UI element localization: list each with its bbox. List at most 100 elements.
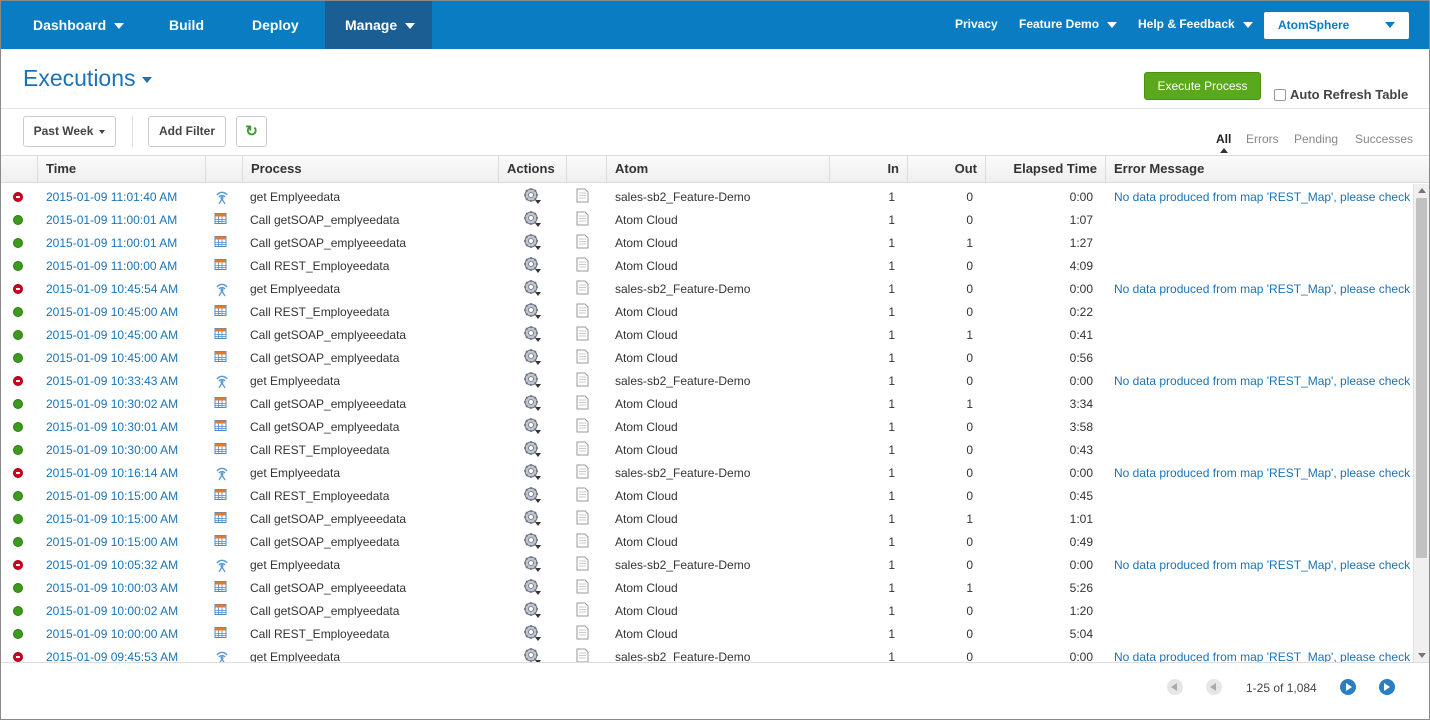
table-row[interactable]: 2015-01-09 10:00:03 AM Call getSOAP_emply… — [1, 576, 1413, 599]
error-message-link[interactable]: No data produced from map 'REST_Map', pl… — [1114, 374, 1411, 388]
execution-time-link[interactable]: 2015-01-09 10:33:43 AM — [46, 374, 179, 388]
tab-successes[interactable]: Successes — [1355, 132, 1413, 146]
gear-icon[interactable] — [522, 187, 542, 205]
document-icon[interactable] — [576, 441, 589, 456]
document-icon[interactable] — [576, 602, 589, 617]
scroll-up-icon[interactable] — [1418, 188, 1426, 193]
table-row[interactable]: 2015-01-09 10:45:00 AM Call REST_Employee… — [1, 300, 1413, 323]
first-page-button[interactable] — [1167, 679, 1183, 695]
gear-icon[interactable] — [522, 440, 542, 458]
document-icon[interactable] — [576, 510, 589, 525]
execution-time-link[interactable]: 2015-01-09 09:45:53 AM — [46, 650, 179, 662]
tab-errors[interactable]: Errors — [1246, 132, 1279, 146]
error-message-link[interactable]: No data produced from map 'REST_Map', pl… — [1114, 558, 1411, 572]
error-message-link[interactable] — [1114, 507, 1413, 530]
document-icon[interactable] — [576, 648, 589, 662]
document-icon[interactable] — [576, 326, 589, 341]
table-row[interactable]: 2015-01-09 10:45:54 AM get Emplyeedata sal… — [1, 277, 1413, 300]
column-log[interactable] — [566, 156, 606, 182]
column-actions[interactable]: Actions — [498, 156, 566, 182]
account-select[interactable]: AtomSphere — [1264, 12, 1409, 39]
column-status[interactable] — [1, 156, 37, 182]
gear-icon[interactable] — [522, 624, 542, 642]
execution-time-link[interactable]: 2015-01-09 10:15:00 AM — [46, 512, 179, 526]
gear-icon[interactable] — [522, 348, 542, 366]
gear-icon[interactable] — [522, 325, 542, 343]
nav-build[interactable]: Build — [155, 1, 218, 49]
execution-time-link[interactable]: 2015-01-09 10:16:14 AM — [46, 466, 179, 480]
column-out[interactable]: Out — [907, 156, 985, 182]
document-icon[interactable] — [576, 625, 589, 640]
document-icon[interactable] — [576, 372, 589, 387]
gear-icon[interactable] — [522, 509, 542, 527]
document-icon[interactable] — [576, 280, 589, 295]
execution-time-link[interactable]: 2015-01-09 10:45:54 AM — [46, 282, 179, 296]
column-time[interactable]: Time — [37, 156, 205, 182]
document-icon[interactable] — [576, 464, 589, 479]
error-message-link[interactable] — [1114, 415, 1413, 438]
scroll-down-icon[interactable] — [1418, 653, 1426, 658]
gear-icon[interactable] — [522, 394, 542, 412]
gear-icon[interactable] — [522, 555, 542, 573]
execution-time-link[interactable]: 2015-01-09 10:30:00 AM — [46, 443, 179, 457]
nav-manage[interactable]: Manage — [325, 1, 432, 49]
document-icon[interactable] — [576, 579, 589, 594]
execution-time-link[interactable]: 2015-01-09 11:01:40 AM — [46, 190, 178, 204]
column-error-message[interactable]: Error Message — [1105, 156, 1417, 182]
document-icon[interactable] — [576, 395, 589, 410]
table-row[interactable]: 2015-01-09 10:33:43 AM get Emplyeedata sal… — [1, 369, 1413, 392]
tab-all[interactable]: All — [1216, 132, 1231, 153]
page-title[interactable]: Executions — [23, 65, 152, 92]
document-icon[interactable] — [576, 418, 589, 433]
document-icon[interactable] — [576, 303, 589, 318]
document-icon[interactable] — [576, 234, 589, 249]
table-row[interactable]: 2015-01-09 11:00:01 AM Call getSOAP_emply… — [1, 231, 1413, 254]
table-row[interactable]: 2015-01-09 10:16:14 AM get Emplyeedata sal… — [1, 461, 1413, 484]
table-row[interactable]: 2015-01-09 11:00:00 AM Call REST_Employee… — [1, 254, 1413, 277]
gear-icon[interactable] — [522, 417, 542, 435]
execution-time-link[interactable]: 2015-01-09 10:45:00 AM — [46, 305, 179, 319]
document-icon[interactable] — [576, 188, 589, 203]
nav-help-feedback[interactable]: Help & Feedback — [1138, 1, 1253, 49]
table-scrollbar[interactable] — [1413, 184, 1429, 662]
document-icon[interactable] — [576, 487, 589, 502]
gear-icon[interactable] — [522, 233, 542, 251]
nav-privacy[interactable]: Privacy — [955, 1, 998, 49]
date-range-select[interactable]: Past Week — [23, 116, 116, 147]
document-icon[interactable] — [576, 533, 589, 548]
document-icon[interactable] — [576, 349, 589, 364]
column-atom[interactable]: Atom — [606, 156, 829, 182]
execution-time-link[interactable]: 2015-01-09 10:45:00 AM — [46, 328, 179, 342]
table-row[interactable]: 2015-01-09 09:45:53 AM get Emplyeedata sal… — [1, 645, 1413, 662]
execution-time-link[interactable]: 2015-01-09 10:30:02 AM — [46, 397, 179, 411]
column-process-type[interactable] — [205, 156, 242, 182]
error-message-link[interactable]: No data produced from map 'REST_Map', pl… — [1114, 466, 1411, 480]
execute-process-button[interactable]: Execute Process — [1144, 72, 1261, 100]
next-page-button[interactable] — [1340, 679, 1356, 695]
error-message-link[interactable]: No data produced from map 'REST_Map', pl… — [1114, 282, 1411, 296]
auto-refresh-toggle[interactable]: Auto Refresh Table — [1274, 87, 1408, 102]
auto-refresh-checkbox[interactable] — [1274, 89, 1286, 101]
error-message-link[interactable] — [1114, 622, 1413, 645]
refresh-button[interactable]: ↻ — [236, 116, 267, 147]
table-row[interactable]: 2015-01-09 10:00:00 AM Call REST_Employee… — [1, 622, 1413, 645]
error-message-link[interactable]: No data produced from map 'REST_Map', pl… — [1114, 190, 1411, 204]
table-row[interactable]: 2015-01-09 10:45:00 AM Call getSOAP_emply… — [1, 346, 1413, 369]
error-message-link[interactable] — [1114, 231, 1413, 254]
table-row[interactable]: 2015-01-09 11:01:40 AM get Emplyeedata sal… — [1, 185, 1413, 208]
gear-icon[interactable] — [522, 486, 542, 504]
error-message-link[interactable] — [1114, 346, 1413, 369]
gear-icon[interactable] — [522, 256, 542, 274]
gear-icon[interactable] — [522, 371, 542, 389]
table-row[interactable]: 2015-01-09 10:15:00 AM Call REST_Employee… — [1, 484, 1413, 507]
add-filter-button[interactable]: Add Filter — [148, 116, 226, 147]
gear-icon[interactable] — [522, 532, 542, 550]
error-message-link[interactable]: No data produced from map 'REST_Map', pl… — [1114, 650, 1411, 662]
execution-time-link[interactable]: 2015-01-09 10:05:32 AM — [46, 558, 179, 572]
nav-deploy[interactable]: Deploy — [238, 1, 313, 49]
table-row[interactable]: 2015-01-09 10:30:02 AM Call getSOAP_emply… — [1, 392, 1413, 415]
error-message-link[interactable] — [1114, 599, 1413, 622]
execution-time-link[interactable]: 2015-01-09 10:00:02 AM — [46, 604, 179, 618]
previous-page-button[interactable] — [1206, 679, 1222, 695]
execution-time-link[interactable]: 2015-01-09 10:30:01 AM — [46, 420, 179, 434]
